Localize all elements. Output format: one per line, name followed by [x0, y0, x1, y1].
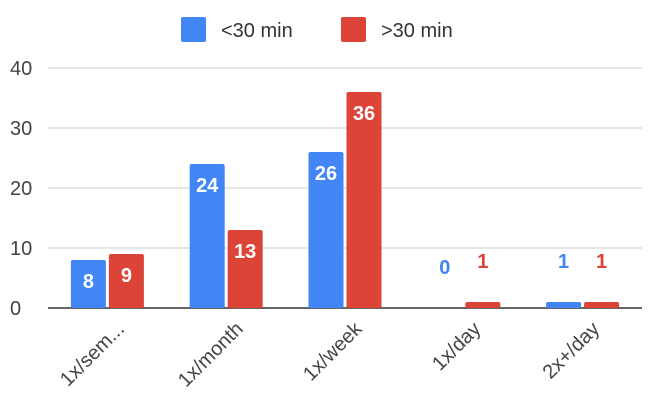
data-label: 1: [477, 251, 488, 273]
y-tick-label: 0: [10, 298, 21, 320]
y-tick-label: 20: [10, 178, 32, 200]
legend-swatch: [341, 17, 366, 42]
legend: <30 min >30 min: [181, 17, 453, 42]
bar: [70, 260, 106, 308]
x-tick-label: 1x/week: [299, 317, 367, 385]
y-tick-label: 40: [10, 58, 32, 80]
bars: [70, 92, 620, 308]
x-tick-label: 1x/day: [428, 318, 485, 375]
y-tick-label: 10: [10, 238, 32, 260]
data-label: 26: [315, 163, 337, 185]
data-label: 13: [234, 241, 256, 263]
x-axis: 1x/sem... 1x/month 1x/week 1x/day 2x+/day: [56, 317, 604, 391]
gridlines: [48, 67, 642, 309]
data-label: 8: [83, 271, 94, 293]
data-label: 9: [121, 265, 132, 287]
bar: [346, 92, 382, 308]
data-label: 0: [439, 257, 450, 279]
bar: [308, 152, 344, 308]
bar: [227, 230, 263, 308]
x-tick-label: 1x/sem...: [56, 318, 129, 391]
data-label: 1: [596, 251, 607, 273]
bar: [108, 254, 144, 308]
y-axis: 0 10 20 30 40: [10, 58, 32, 320]
data-label: 24: [196, 175, 219, 197]
bar: [465, 302, 501, 308]
data-label: 36: [353, 103, 375, 125]
legend-label: <30 min: [221, 20, 293, 42]
y-tick-label: 30: [10, 118, 32, 140]
x-tick-label: 2x+/day: [539, 318, 604, 383]
data-labels: 8 9 24 13 26 36 0 1 1 1: [83, 103, 607, 293]
data-label: 1: [558, 251, 569, 273]
bar: [189, 164, 225, 308]
legend-swatch: [181, 17, 206, 42]
x-tick-label: 1x/month: [174, 318, 248, 392]
legend-label: >30 min: [381, 20, 453, 42]
bar: [546, 302, 582, 308]
bar: [584, 302, 620, 308]
